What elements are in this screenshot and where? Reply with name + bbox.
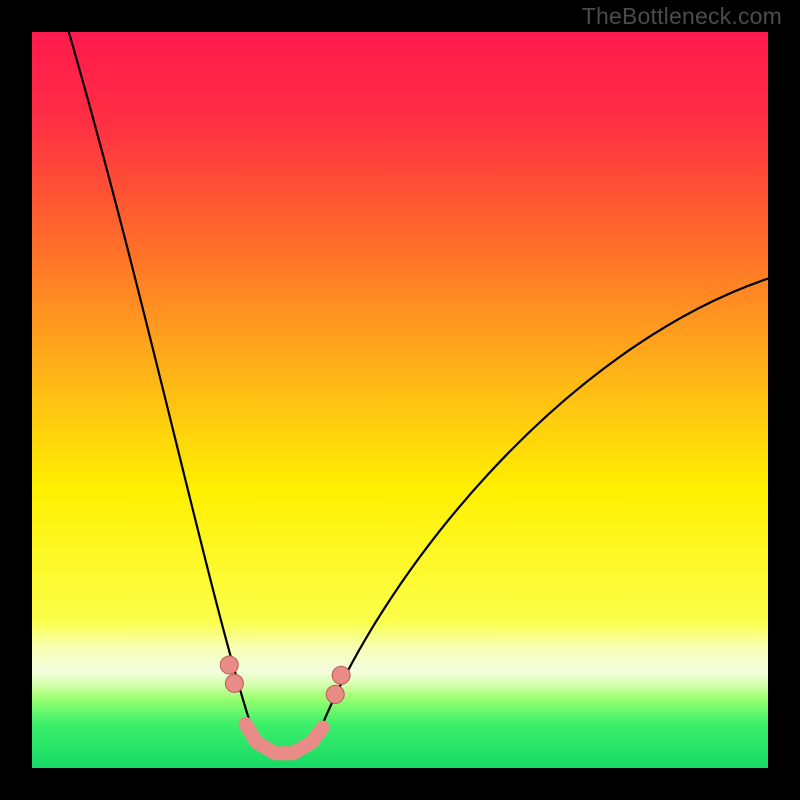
marker-dot	[220, 656, 238, 674]
plot-area	[32, 32, 768, 768]
marker-dot	[332, 666, 350, 684]
watermark-text: TheBottleneck.com	[582, 3, 782, 30]
gradient-background	[32, 32, 768, 768]
marker-dot	[225, 674, 243, 692]
marker-dot	[326, 685, 344, 703]
chart-svg	[32, 32, 768, 768]
